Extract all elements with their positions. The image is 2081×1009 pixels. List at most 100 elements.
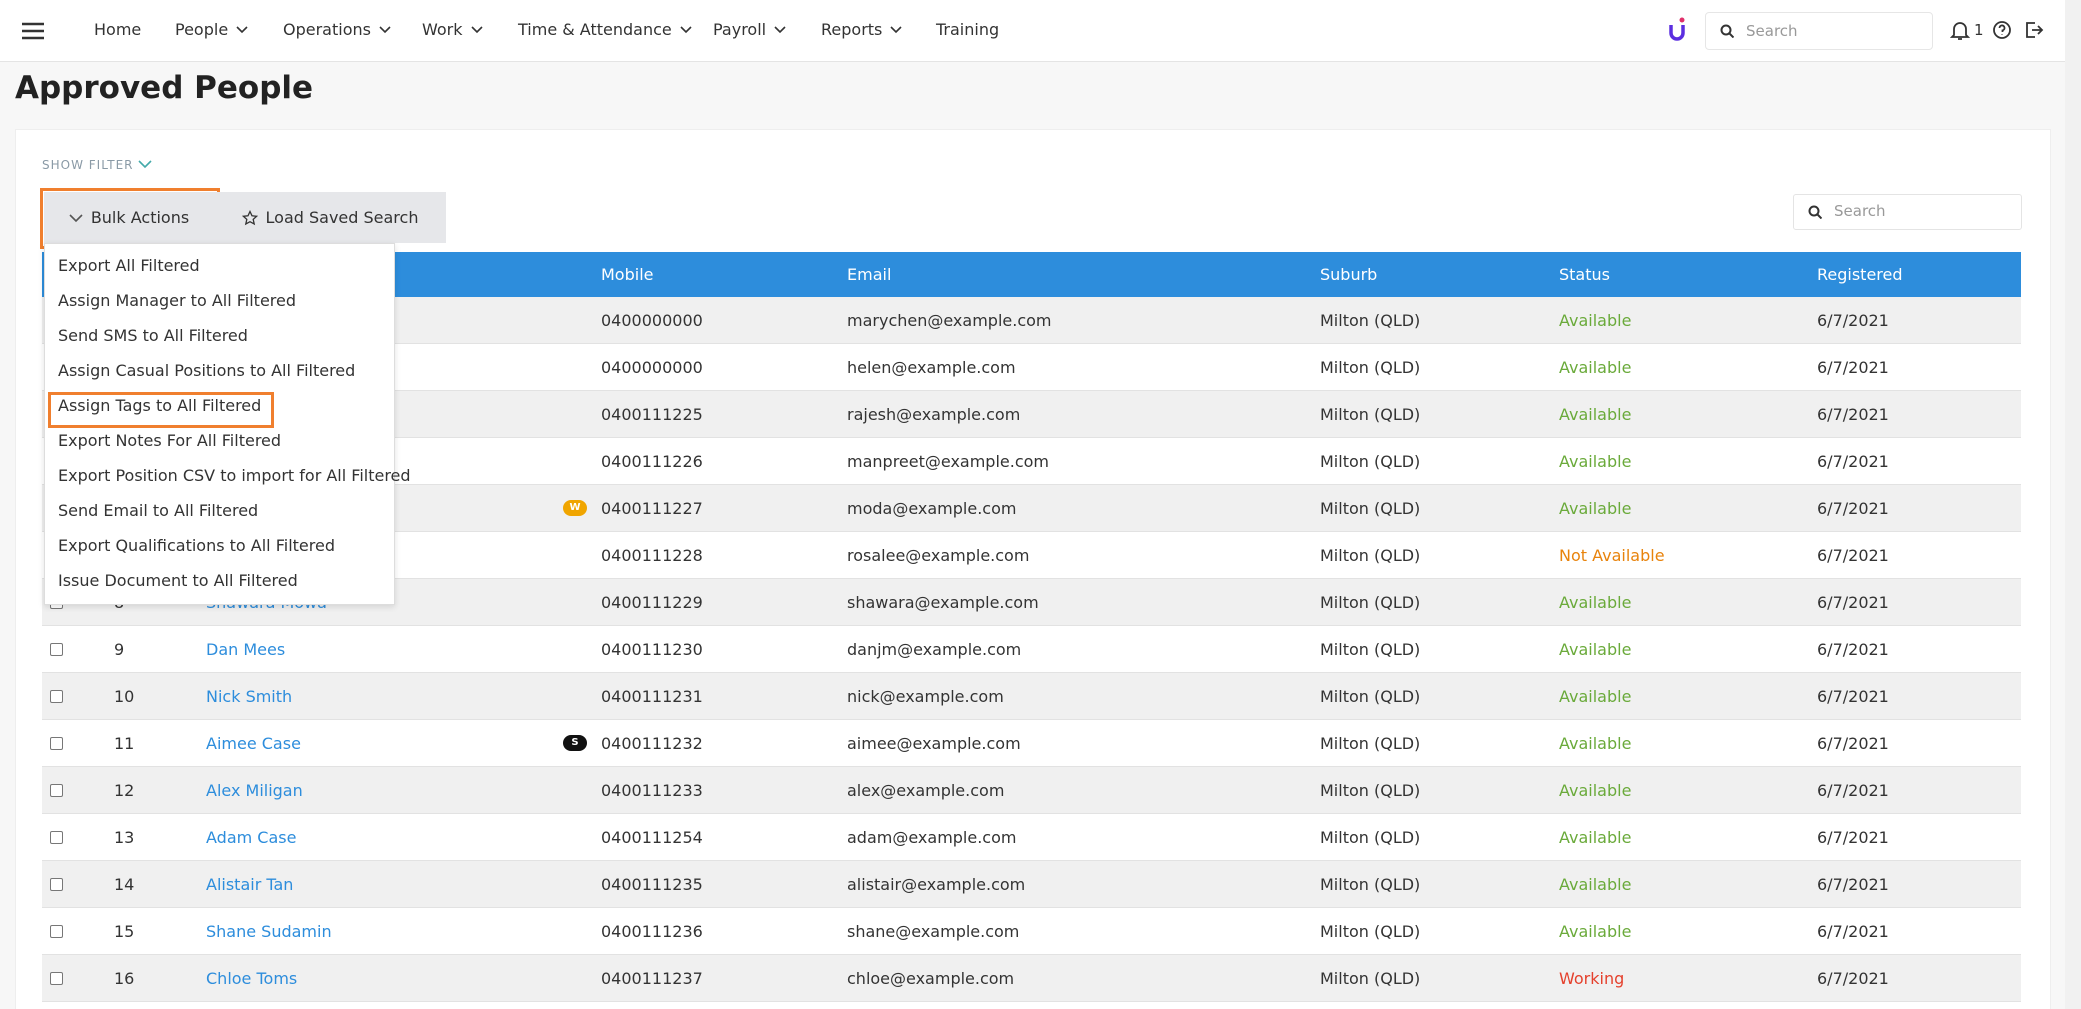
- logo[interactable]: [1668, 17, 1686, 43]
- notification-count: 1: [1974, 21, 1984, 39]
- cell-email: shane@example.com: [847, 922, 1020, 941]
- cell-suburb: Milton (QLD): [1320, 922, 1421, 941]
- chevron: [470, 25, 483, 33]
- nav-item[interactable]: Work: [422, 20, 483, 39]
- cell-suburb: Milton (QLD): [1320, 734, 1421, 753]
- nav-label: Training: [936, 20, 1000, 39]
- dropdown-item[interactable]: Export Qualifications to All Filtered: [58, 536, 335, 555]
- status: Available: [1559, 405, 1632, 424]
- status: Available: [1559, 593, 1632, 612]
- person-name[interactable]: Adam Case: [206, 828, 297, 847]
- cell-registered: 6/7/2021: [1817, 922, 1889, 941]
- nav-item[interactable]: Payroll: [713, 20, 786, 39]
- status: Not Available: [1559, 546, 1665, 565]
- bulk-actions-label: Bulk Actions: [90, 208, 190, 227]
- dropdown-item[interactable]: Export Notes For All Filtered: [58, 431, 282, 450]
- badge: W: [563, 500, 587, 516]
- row-number: 11: [114, 734, 135, 753]
- highlight-box: [40, 188, 220, 249]
- cell-suburb: Milton (QLD): [1320, 405, 1421, 424]
- table-search[interactable]: Search: [1793, 194, 2022, 230]
- cell-email: chloe@example.com: [847, 969, 1015, 988]
- cell-email: helen@example.com: [847, 358, 1016, 377]
- bulk-actions-dropdown: [44, 243, 395, 605]
- nav-item[interactable]: Reports: [821, 20, 902, 39]
- cell-email: danjm@example.com: [847, 640, 1022, 659]
- nav-item[interactable]: Operations: [283, 20, 391, 39]
- person-name[interactable]: Shane Sudamin: [206, 922, 332, 941]
- cell-suburb: Milton (QLD): [1320, 546, 1421, 565]
- cell-registered: 6/7/2021: [1817, 781, 1889, 800]
- nav-label: People: [175, 20, 229, 39]
- person-name[interactable]: Alex Miligan: [206, 781, 303, 800]
- cell-mobile: 0400000000: [601, 358, 703, 377]
- dropdown-item[interactable]: Assign Casual Positions to All Filtered: [58, 361, 356, 380]
- cell-suburb: Milton (QLD): [1320, 311, 1421, 330]
- cell-mobile: 0400000000: [601, 311, 703, 330]
- person-name[interactable]: Chloe Toms: [206, 969, 298, 988]
- bulk-actions-button[interactable]: Bulk Actions: [44, 192, 214, 243]
- row-checkbox[interactable]: [50, 690, 63, 703]
- dropdown-item[interactable]: Send SMS to All Filtered: [58, 326, 248, 345]
- search-placeholder: Search: [1834, 202, 1886, 220]
- table-row: [42, 908, 2021, 955]
- dropdown-item[interactable]: Assign Tags to All Filtered: [58, 396, 262, 415]
- table-row: [42, 720, 2021, 767]
- dropdown-item[interactable]: Send Email to All Filtered: [58, 501, 259, 520]
- person-name[interactable]: Nick Smith: [206, 687, 293, 706]
- load-saved-search-button[interactable]: Load Saved Search: [214, 192, 446, 243]
- cell-email: manpreet@example.com: [847, 452, 1049, 471]
- search-icon: [1808, 205, 1822, 219]
- dropdown-item[interactable]: Export All Filtered: [58, 256, 200, 275]
- status: Available: [1559, 640, 1632, 659]
- row-number: 10: [114, 687, 135, 706]
- person-name[interactable]: Aimee Case: [206, 734, 301, 753]
- row-checkbox[interactable]: [50, 643, 63, 656]
- person-name[interactable]: Dan Mees: [206, 640, 286, 659]
- cell-mobile: 0400111226: [601, 452, 703, 471]
- column-header: Suburb: [1320, 265, 1378, 284]
- table-row: [42, 955, 2021, 1002]
- dropdown-item[interactable]: Issue Document to All Filtered: [58, 571, 298, 590]
- status: Available: [1559, 499, 1632, 518]
- cell-mobile: 0400111227: [601, 499, 703, 518]
- show-filter[interactable]: SHOW FILTER: [42, 158, 152, 172]
- nav-item[interactable]: Time & Attendance: [518, 20, 692, 39]
- cell-registered: 6/7/2021: [1817, 687, 1889, 706]
- scrollbar: [2065, 0, 2081, 1009]
- show-filter-label: SHOW FILTER: [42, 158, 134, 172]
- nav-search[interactable]: Search: [1705, 12, 1933, 50]
- cell-email: nick@example.com: [847, 687, 1004, 706]
- dropdown-item[interactable]: Export Position CSV to import for All Fi…: [58, 466, 411, 485]
- logout-icon[interactable]: [2024, 20, 2044, 40]
- column-header: Email: [847, 265, 892, 284]
- cell-registered: 6/7/2021: [1817, 546, 1889, 565]
- row-checkbox[interactable]: [50, 784, 63, 797]
- help-icon[interactable]: [1992, 20, 2012, 40]
- table-row: [42, 861, 2021, 908]
- dropdown-item[interactable]: Assign Manager to All Filtered: [58, 291, 297, 310]
- nav-item[interactable]: People: [175, 20, 248, 39]
- person-name[interactable]: Alistair Tan: [206, 875, 294, 894]
- column-header: Registered: [1817, 265, 1903, 284]
- row-checkbox[interactable]: [50, 878, 63, 891]
- menu-icon[interactable]: [22, 22, 44, 40]
- nav-label: Operations: [283, 20, 371, 39]
- cell-suburb: Milton (QLD): [1320, 499, 1421, 518]
- cell-email: alex@example.com: [847, 781, 1005, 800]
- row-checkbox[interactable]: [50, 831, 63, 844]
- badge: S: [563, 735, 587, 751]
- bell-icon[interactable]: [1950, 20, 1970, 42]
- cell-registered: 6/7/2021: [1817, 969, 1889, 988]
- row-checkbox[interactable]: [50, 972, 63, 985]
- nav-item[interactable]: Training: [936, 20, 999, 39]
- cell-email: shawara@example.com: [847, 593, 1039, 612]
- status: Available: [1559, 358, 1632, 377]
- chevron: [236, 25, 248, 33]
- row-checkbox[interactable]: [50, 925, 63, 938]
- row-number: 12: [114, 781, 135, 800]
- cell-registered: 6/7/2021: [1817, 640, 1889, 659]
- row-checkbox[interactable]: [50, 737, 63, 750]
- table-row: [42, 673, 2021, 720]
- nav-item[interactable]: Home: [94, 20, 141, 39]
